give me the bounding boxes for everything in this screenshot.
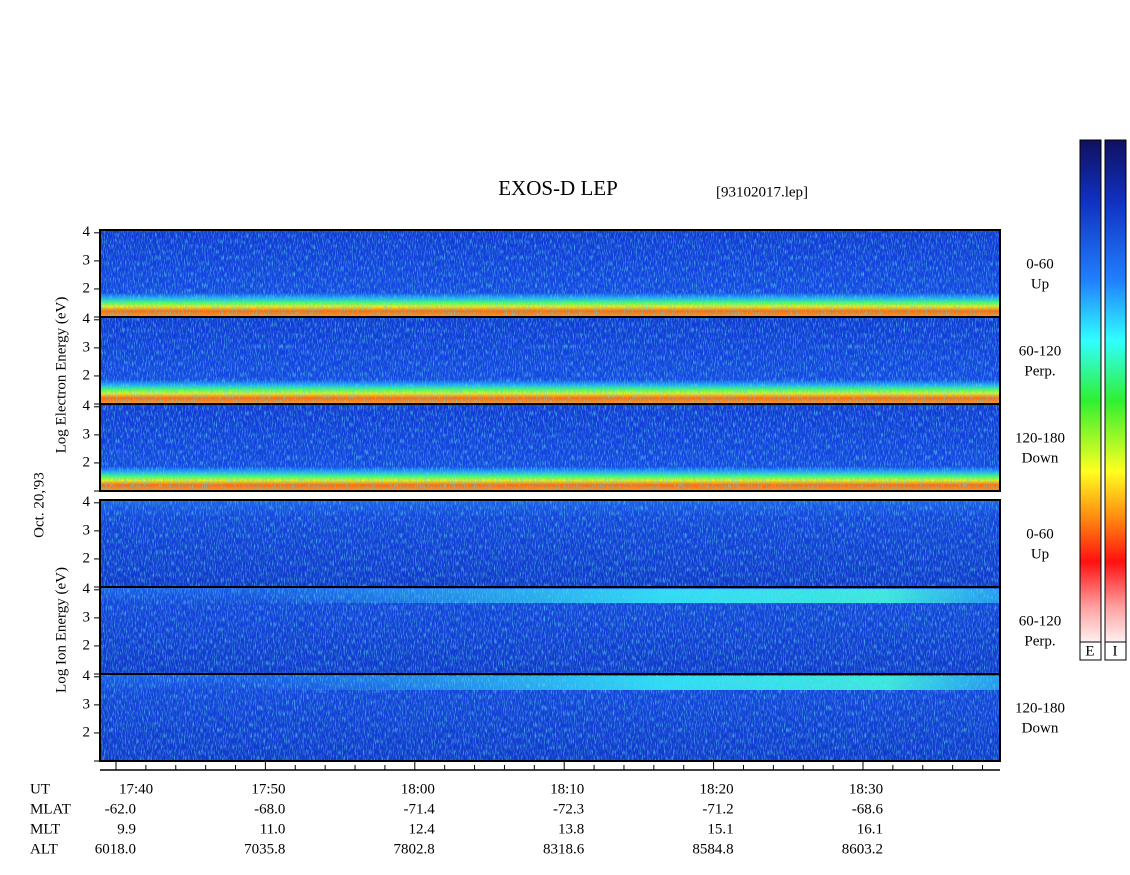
colorbar-box [1104,641,1127,661]
y-tick-label: 2 [83,367,91,383]
date: Oct. 20,'93 [31,472,47,538]
time-label: 17:50 [251,781,285,797]
y-tick-label: 2 [83,454,91,470]
direction-label: Up [1031,276,1049,292]
ephemeris-value: 8318.6 [543,841,585,857]
row-label: MLAT [30,801,71,817]
time-label: 18:10 [550,781,584,797]
ephemeris-value: -71.2 [702,801,733,817]
y-tick-label: 3 [83,339,91,355]
ephemeris-value: 7802.8 [394,841,435,857]
panel-frame [99,403,1001,492]
noise [100,230,1000,317]
ephemeris-value: 8584.8 [692,841,733,857]
y-tick-label: 3 [83,426,91,442]
time-label: 18:20 [700,781,734,797]
direction-label: Down [1022,450,1059,466]
colorbar [1104,139,1127,643]
ephemeris-value: 15.1 [707,821,733,837]
ephemeris-value: 16.1 [857,821,883,837]
y-tick-label: 3 [83,522,91,538]
y-tick-label: 4 [83,311,91,327]
pitch-label: 0-60 [1026,526,1054,542]
panel-frame [99,673,1001,762]
ephemeris-value: 7035.8 [244,841,285,857]
ephemeris-value: -71.4 [404,801,436,817]
ephemeris-value: 11.0 [260,821,286,837]
y-tick-label: 3 [83,609,91,625]
y-tick-label: 3 [83,696,91,712]
pitch-label: 0-60 [1026,256,1054,272]
title: EXOS-D LEP [498,176,618,200]
row-label: ALT [30,841,58,857]
y-tick-label: 4 [83,494,91,510]
y-tick-label: 2 [83,550,91,566]
y-tick-label: 4 [83,398,91,414]
time-label: 18:00 [401,781,435,797]
pitch-label: 120-180 [1015,700,1065,716]
time-label: 18:30 [849,781,883,797]
colorbar-label: I [1113,643,1118,659]
ephemeris-value: -68.0 [254,801,285,817]
colorbar-box [1079,641,1102,661]
ephemeris-value: -68.6 [852,801,884,817]
time-label: 17:40 [119,781,153,797]
y-tick-label: 2 [83,724,91,740]
direction-label: Perp. [1024,363,1055,379]
direction-label: Perp. [1024,633,1055,649]
noise [100,674,1000,761]
y-tick-label: 2 [83,280,91,296]
y-tick-label: 4 [83,581,91,597]
pitch-label: 120-180 [1015,430,1065,446]
noise [100,500,1000,587]
ephemeris-value: 9.9 [117,821,136,837]
colorbar-label: E [1085,643,1094,659]
pitch-label: 60-120 [1019,613,1062,629]
noise [100,587,1000,674]
y-tick-label: 4 [83,668,91,684]
pitch-label: 60-120 [1019,343,1062,359]
ephemeris-value: 8603.2 [842,841,883,857]
direction-label: Down [1022,720,1059,736]
electron-axis-label: Log Electron Energy (eV) [53,297,69,454]
ephemeris-value: -72.3 [553,801,584,817]
noise [100,317,1000,404]
noise [100,404,1000,491]
ephemeris-value: 12.4 [409,821,436,837]
file-name: [93102017.lep] [716,184,808,200]
colorbar [1079,139,1102,643]
ephemeris-value: -62.0 [105,801,136,817]
y-tick-label: 2 [83,637,91,653]
row-label: UT [30,781,50,797]
ephemeris-value: 6018.0 [95,841,136,857]
ion-axis-label: Log Ion Energy (eV) [53,567,69,693]
y-tick-label: 4 [83,224,91,240]
y-tick-label: 3 [83,252,91,268]
colorbars: E I [1079,139,1127,661]
ephemeris-value: 13.8 [558,821,584,837]
direction-label: Up [1031,546,1049,562]
row-label: MLT [30,821,60,837]
